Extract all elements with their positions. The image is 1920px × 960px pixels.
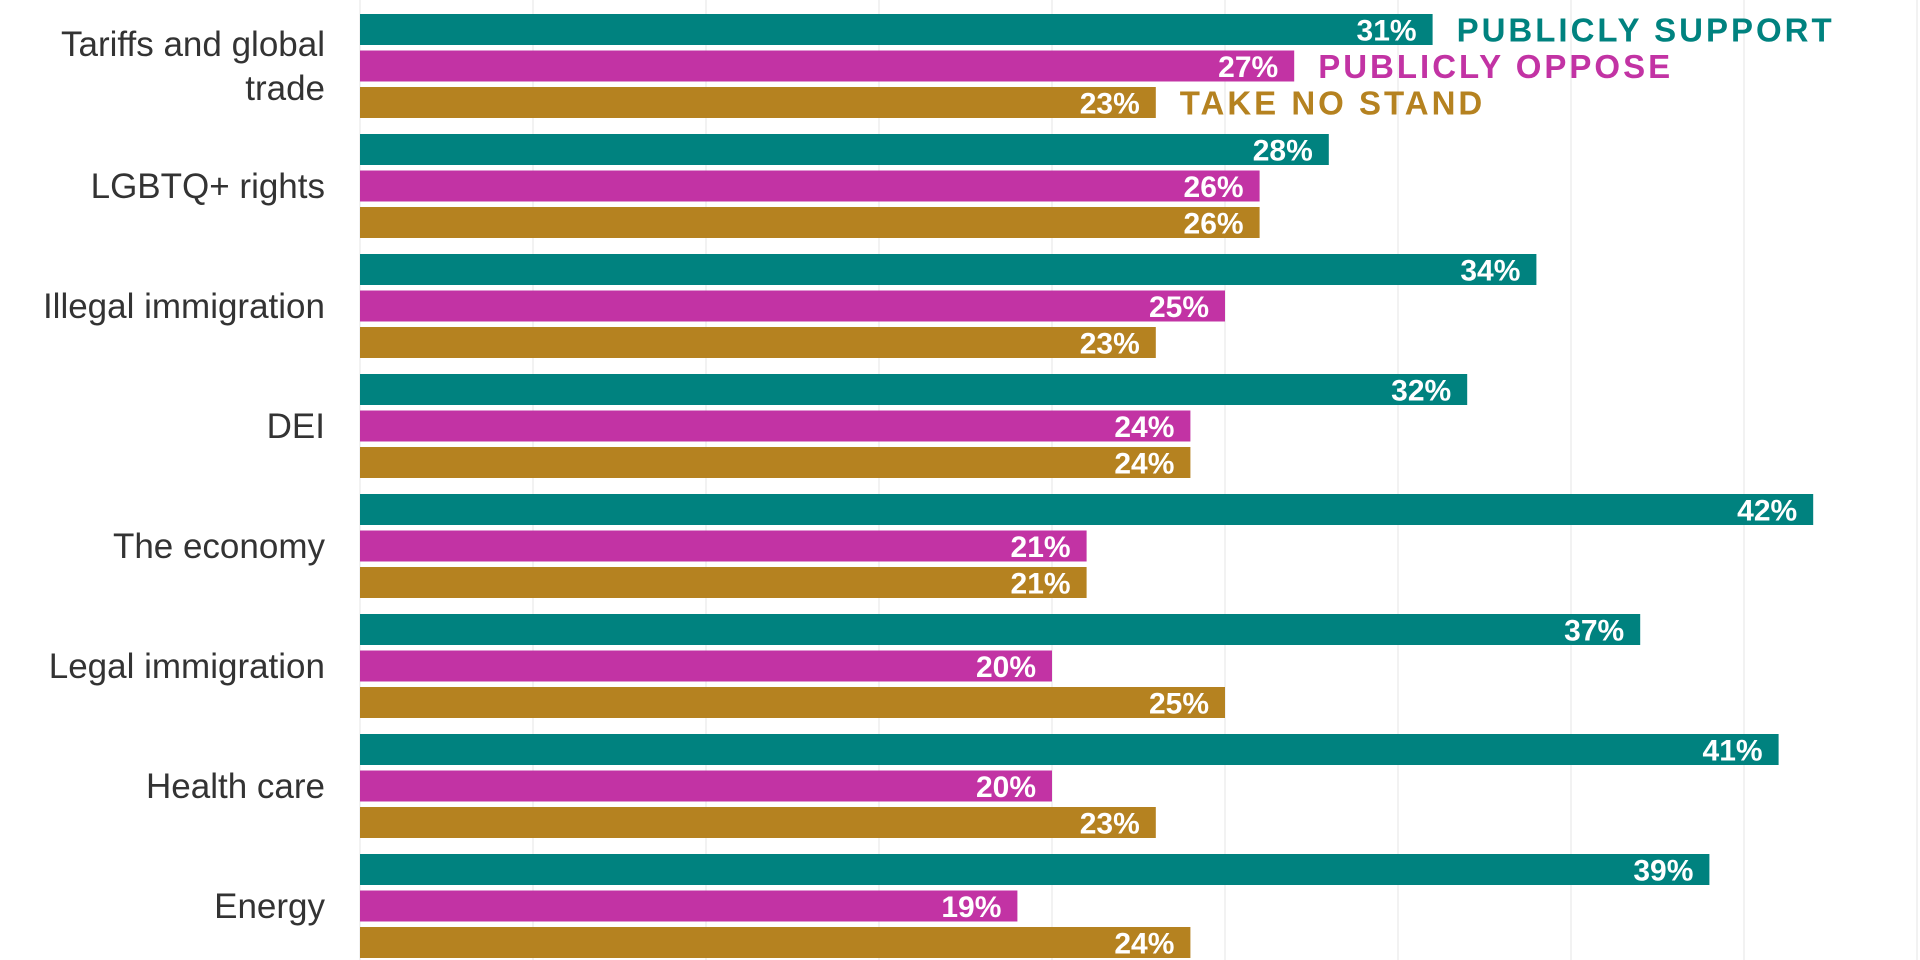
bar: [360, 530, 1087, 562]
bar: [360, 650, 1052, 682]
value-label: 39%: [1633, 855, 1693, 888]
category-label-line: Illegal immigration: [43, 287, 325, 326]
value-label: 23%: [1080, 328, 1140, 361]
value-label: 21%: [1011, 531, 1071, 564]
value-labels: 31% 27% 23% 28% 26% 26% 34% 25% 23% 32% 24% 24% 42% 2…: [941, 15, 1797, 960]
bars: [360, 14, 1814, 958]
bar: [360, 87, 1156, 118]
value-label: 25%: [1149, 688, 1209, 721]
value-label: 31%: [1357, 15, 1417, 48]
legend-entry: PUBLICLY SUPPORT: [1457, 12, 1835, 49]
bar: [360, 927, 1191, 958]
value-label: 27%: [1218, 51, 1278, 84]
category-label-line: Energy: [214, 887, 325, 926]
bar: [360, 447, 1191, 478]
category-label-line: Legal immigration: [49, 647, 325, 686]
value-label: 25%: [1149, 291, 1209, 324]
category-label: LGBTQ+ rights: [91, 167, 325, 206]
value-label: 23%: [1080, 88, 1140, 121]
bar: [360, 494, 1814, 525]
bar: [360, 207, 1260, 238]
bar: [360, 687, 1225, 718]
value-label: 19%: [941, 891, 1001, 924]
bar: [360, 614, 1641, 645]
category-label: Tariffs and global trade: [61, 25, 325, 108]
value-label: 26%: [1184, 208, 1244, 241]
legend-entry: PUBLICLY OPPOSE: [1318, 48, 1673, 85]
bar: [360, 807, 1156, 838]
category-label-line: The economy: [113, 527, 326, 566]
category-label: Illegal immigration: [43, 287, 325, 326]
legend-entry: TAKE NO STAND: [1180, 85, 1485, 122]
value-label: 42%: [1737, 495, 1797, 528]
bar: [360, 734, 1779, 765]
category-label: Legal immigration: [49, 647, 325, 686]
bar: [360, 50, 1295, 82]
value-label: 20%: [976, 651, 1036, 684]
bar: [360, 410, 1191, 442]
value-label: 24%: [1114, 411, 1174, 444]
category-label: DEI: [267, 407, 325, 446]
value-label: 28%: [1253, 135, 1313, 168]
bar: [360, 567, 1087, 598]
category-label: The economy: [113, 527, 326, 566]
category-labels: Tariffs and global trade LGBTQ+ rights Ille…: [43, 25, 326, 926]
category-label: Health care: [146, 767, 325, 806]
category-label-line: Health care: [146, 767, 325, 806]
bar: [360, 134, 1329, 165]
bar: [360, 770, 1052, 802]
bar: [360, 374, 1468, 405]
bar: [360, 290, 1225, 322]
value-label: 32%: [1391, 375, 1451, 408]
bar: [360, 327, 1156, 358]
value-label: 37%: [1564, 615, 1624, 648]
value-label: 21%: [1011, 568, 1071, 601]
value-label: 20%: [976, 771, 1036, 804]
category-label-line: DEI: [267, 407, 325, 446]
value-label: 26%: [1184, 171, 1244, 204]
value-label: 34%: [1460, 255, 1520, 288]
category-label-line: trade: [245, 69, 325, 108]
bar: [360, 854, 1710, 885]
value-label: 23%: [1080, 808, 1140, 841]
value-label: 24%: [1114, 928, 1174, 960]
bar: [360, 254, 1537, 285]
value-label: 24%: [1114, 448, 1174, 481]
category-label: Energy: [214, 887, 325, 926]
value-label: 41%: [1703, 735, 1763, 768]
category-label-line: LGBTQ+ rights: [91, 167, 325, 206]
bar: [360, 14, 1433, 45]
bar: [360, 890, 1018, 922]
category-label-line: Tariffs and global: [61, 25, 325, 64]
bar: [360, 170, 1260, 202]
